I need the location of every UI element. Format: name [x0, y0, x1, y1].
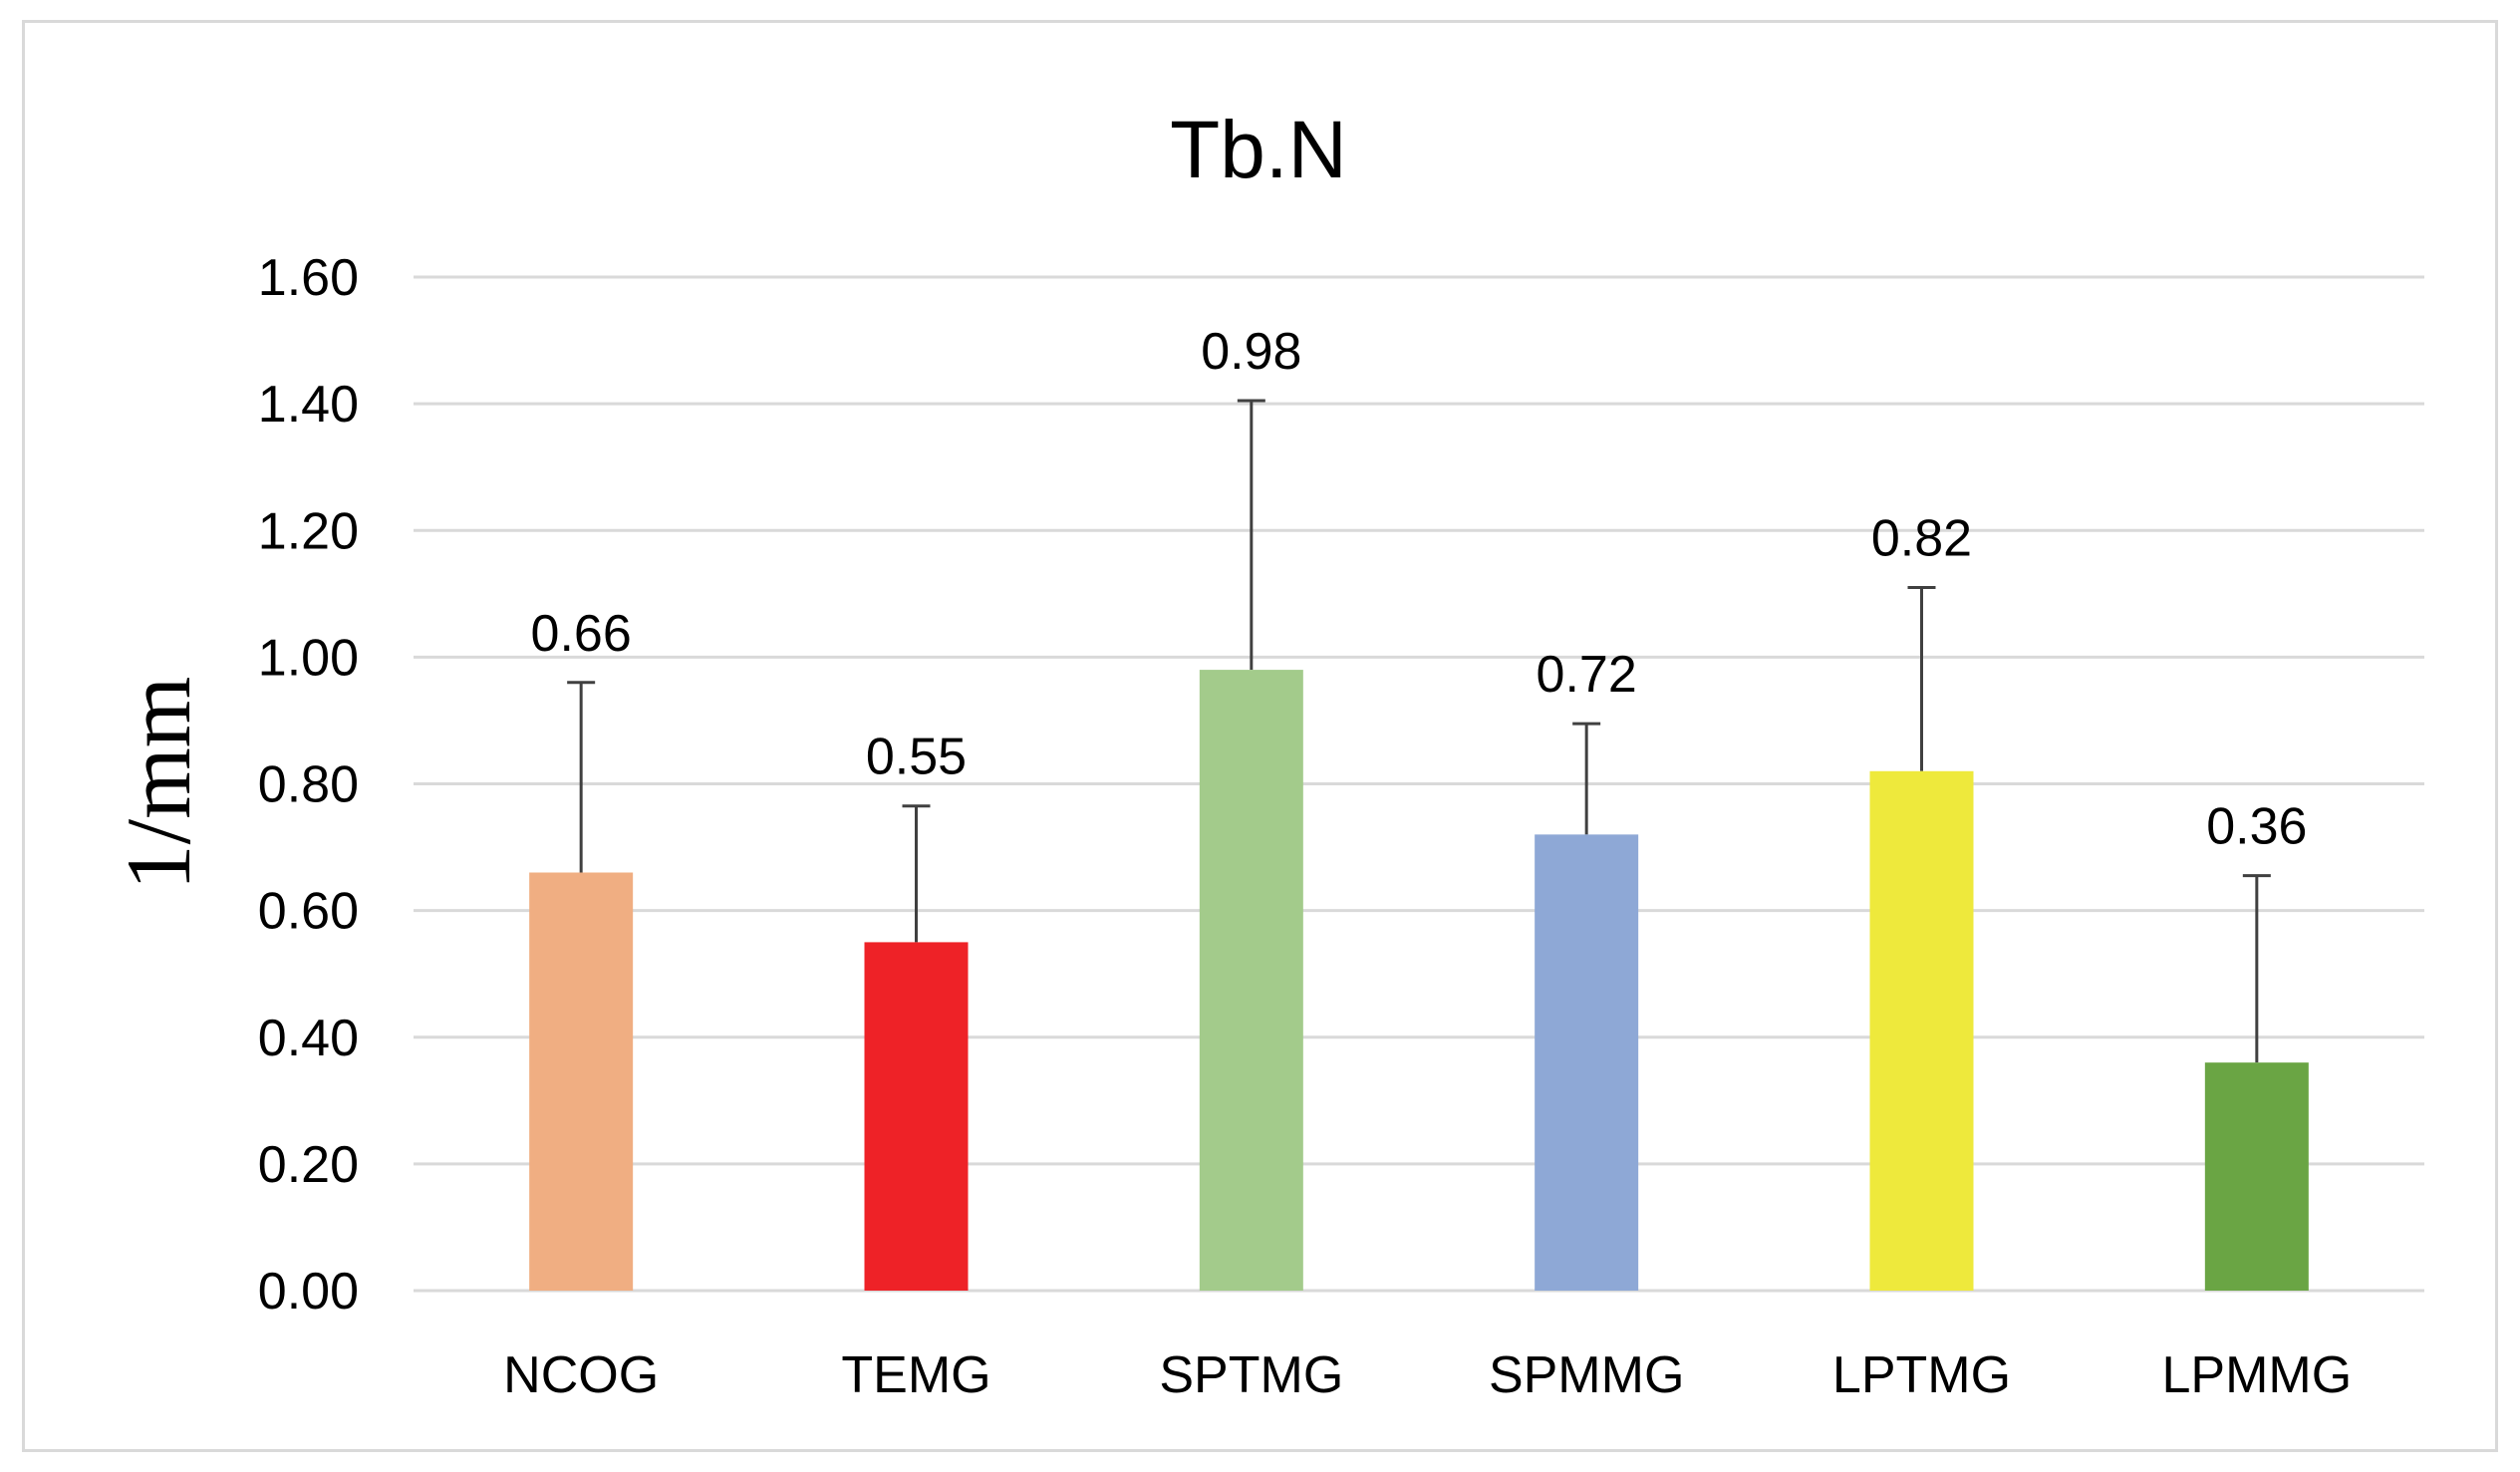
- data-label-spmmg: 0.72: [1537, 646, 1637, 704]
- y-tick-label: 1.00: [258, 629, 359, 687]
- bar-temg: [864, 942, 969, 1291]
- y-tick-label: 0.60: [258, 883, 359, 941]
- bar-ncog: [529, 872, 634, 1291]
- error-bars: [567, 399, 2271, 1063]
- bar-spmmg: [1535, 834, 1639, 1291]
- y-tick-label: 0.40: [258, 1010, 359, 1067]
- bar-sptmg: [1199, 670, 1303, 1291]
- y-tick-label: 1.60: [258, 249, 359, 307]
- y-tick-label: 1.40: [258, 376, 359, 434]
- gridlines: [414, 275, 2424, 1293]
- chart-frame: Tb.N 1/mm 0.00 0.20 0.40 0.60 0.80 1.00 1.20 1.…: [22, 20, 2498, 1452]
- x-category-label: NCOG: [503, 1346, 659, 1404]
- chart-title: Tb.N: [1170, 105, 1347, 195]
- bar-lpmmg: [2204, 1062, 2309, 1291]
- y-tick-label: 0.80: [258, 756, 359, 814]
- y-tick-label: 0.20: [258, 1136, 359, 1194]
- data-label-temg: 0.55: [866, 729, 967, 786]
- data-label-lptmg: 0.82: [1871, 509, 1972, 567]
- y-tick-label: 0.00: [258, 1263, 359, 1321]
- data-label-sptmg: 0.98: [1201, 323, 1301, 381]
- y-axis-ticks: 0.00 0.20 0.40 0.60 0.80 1.00 1.20 1.40 1.60: [258, 249, 359, 1321]
- x-category-label: SPMMG: [1489, 1346, 1684, 1404]
- y-tick-label: 1.20: [258, 502, 359, 560]
- data-label-ncog: 0.66: [531, 605, 632, 663]
- x-axis-categories: NCOG TEMG SPTMG SPMMG LPTMG LPMMG: [503, 1346, 2352, 1404]
- data-label-lpmmg: 0.36: [2206, 798, 2307, 856]
- bar-lptmg: [1869, 770, 1974, 1291]
- bars: [529, 670, 2309, 1291]
- y-axis-label: 1/mm: [108, 677, 209, 891]
- x-category-label: TEMG: [841, 1346, 990, 1404]
- x-category-label: LPMMG: [2161, 1346, 2352, 1404]
- chart-svg: Tb.N 1/mm 0.00 0.20 0.40 0.60 0.80 1.00 1.20 1.…: [108, 105, 2424, 1404]
- data-labels: 0.66 0.55 0.98 0.72 0.82 0.36: [531, 323, 2308, 856]
- x-category-label: SPTMG: [1159, 1346, 1343, 1404]
- x-category-label: LPTMG: [1832, 1346, 2011, 1404]
